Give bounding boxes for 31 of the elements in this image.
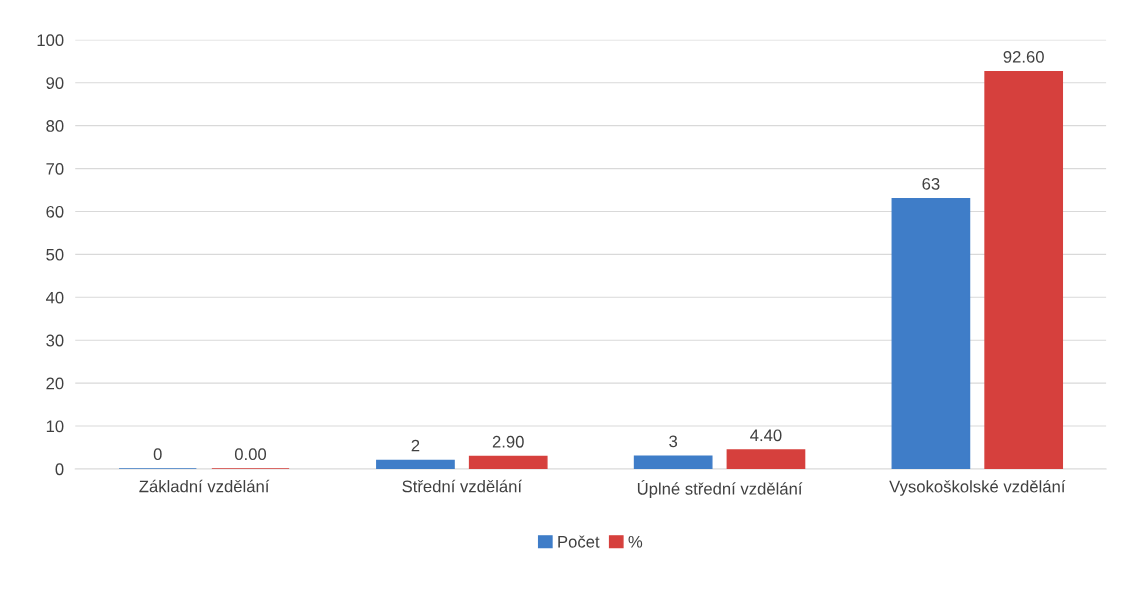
y-tick-label: 30 bbox=[46, 334, 64, 347]
y-tick-label: 20 bbox=[46, 377, 64, 390]
y-tick-label: 10 bbox=[46, 420, 64, 433]
legend-label: Počet bbox=[558, 535, 600, 548]
bar bbox=[468, 455, 548, 469]
bar bbox=[891, 197, 971, 469]
x-tick-label: Střední vzdělání bbox=[402, 479, 522, 493]
legend-label: % bbox=[628, 535, 643, 548]
data-label: 92.60 bbox=[1003, 50, 1044, 63]
bar bbox=[726, 449, 806, 469]
x-tick-label: Základní vzdělání bbox=[139, 479, 270, 493]
data-label: 0 bbox=[153, 448, 162, 461]
bar bbox=[633, 455, 713, 469]
y-tick-label: 90 bbox=[46, 77, 64, 89]
data-label: 63 bbox=[922, 177, 940, 190]
x-tick-label: Úplné střední vzdělání bbox=[637, 480, 803, 498]
y-tick-label: 60 bbox=[46, 205, 64, 218]
y-tick-label: 70 bbox=[46, 162, 64, 175]
data-label: 2.90 bbox=[492, 435, 524, 448]
y-tick-label: 100 bbox=[37, 34, 64, 47]
data-label: 3 bbox=[669, 435, 678, 448]
data-label: 0.00 bbox=[234, 448, 267, 461]
bar bbox=[376, 459, 455, 469]
y-tick-label: 0 bbox=[55, 463, 64, 476]
data-label: 4.40 bbox=[750, 429, 782, 442]
data-label: 2 bbox=[411, 439, 420, 452]
y-tick-label: 80 bbox=[46, 120, 64, 132]
y-tick-label: 40 bbox=[45, 291, 64, 304]
x-tick-label: Vysokoškolské vzdělání bbox=[889, 480, 1066, 496]
y-tick-label: 50 bbox=[46, 248, 64, 261]
bar bbox=[984, 70, 1064, 469]
